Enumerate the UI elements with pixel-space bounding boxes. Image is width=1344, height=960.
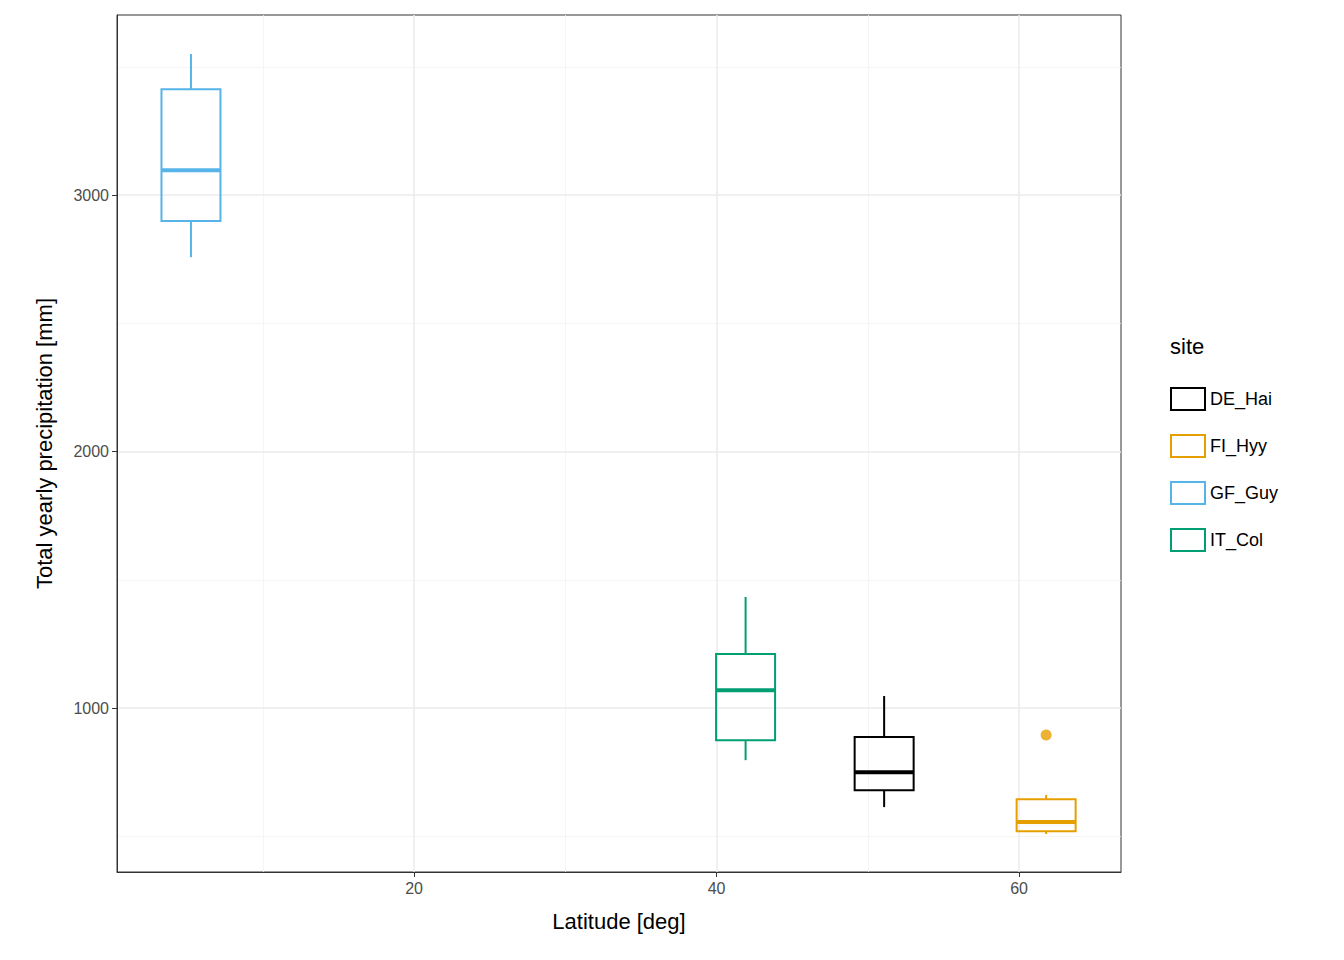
svg-text:Latitude [deg]: Latitude [deg] — [552, 909, 685, 934]
svg-text:60: 60 — [1010, 880, 1028, 897]
svg-text:20: 20 — [405, 880, 423, 897]
svg-text:1000: 1000 — [73, 700, 109, 717]
svg-text:site: site — [1170, 334, 1204, 359]
svg-text:FI_Hyy: FI_Hyy — [1210, 436, 1267, 457]
svg-text:2000: 2000 — [73, 443, 109, 460]
svg-text:3000: 3000 — [73, 187, 109, 204]
svg-text:GF_Guy: GF_Guy — [1210, 483, 1278, 504]
svg-text:IT_Col: IT_Col — [1210, 530, 1263, 551]
svg-text:Total yearly precipitation [mm: Total yearly precipitation [mm] — [32, 298, 57, 589]
svg-text:40: 40 — [708, 880, 726, 897]
svg-text:DE_Hai: DE_Hai — [1210, 389, 1272, 410]
